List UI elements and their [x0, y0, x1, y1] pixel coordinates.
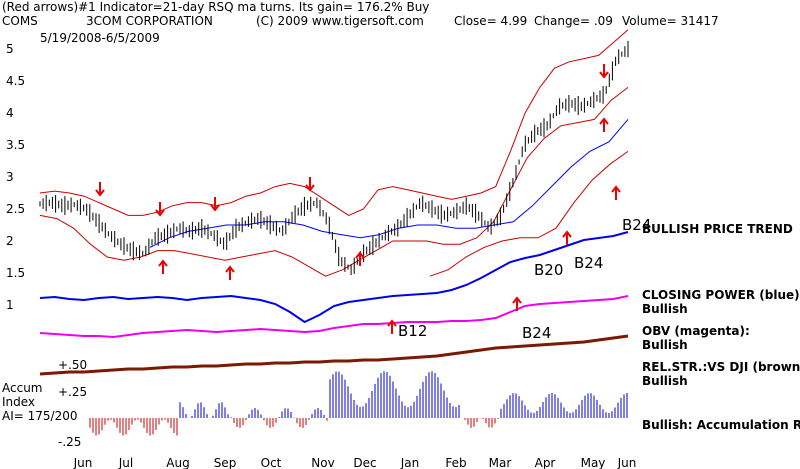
buy-arrow [512, 296, 522, 311]
accum-scale-plus: +.25 [58, 385, 88, 399]
x-tick-label: Aug [166, 456, 189, 469]
relstr-label: REL.STR.:VS DJI (brown): [642, 360, 800, 374]
accum-label-line2: Index [2, 395, 36, 409]
obv-status: Bullish [642, 338, 688, 352]
buy-arrow [599, 117, 609, 132]
moving-average-line [149, 119, 629, 248]
x-tick-label: Jan [400, 456, 420, 469]
marker-b12: B12 [398, 322, 428, 340]
ticker-symbol: COMS [2, 14, 38, 28]
closing-power-line [39, 231, 629, 324]
closing-power-status: Bullish [642, 302, 688, 316]
buy-arrow [562, 230, 572, 245]
y-tick-label: 4.5 [6, 74, 25, 88]
accum-status: Bullish: Accumulation Rising [642, 418, 800, 432]
buy-arrow [355, 251, 365, 266]
accum-ai: AI= 175/200 [2, 409, 78, 423]
accum-scale-minus: -.25 [58, 435, 82, 449]
y-tick-label: 2.5 [6, 202, 25, 216]
chart-header-line1: (Red arrows)#1 Indicator=21-day RSQ ma t… [2, 0, 430, 14]
x-tick-label: Jun [73, 456, 93, 469]
y-tick-label: 1.5 [6, 266, 25, 280]
volume-value: Volume= 31417 [622, 14, 719, 28]
bullish-price-trend-label: BULLISH PRICE TREND [642, 222, 793, 236]
marker-b24-obv: B24 [522, 324, 552, 342]
sell-arrow [305, 177, 315, 192]
x-tick-label: Jul [118, 456, 133, 469]
x-tick-label: Feb [445, 456, 466, 469]
change-value: Change= .09 [534, 14, 613, 28]
y-tick-label: 3.5 [6, 138, 25, 152]
buy-arrow [387, 319, 397, 334]
lower-ma-line [429, 150, 629, 277]
y-tick-label: 5 [6, 42, 14, 56]
date-range: 5/19/2008-6/5/2009 [40, 31, 160, 45]
x-tick-label: Mar [489, 456, 512, 469]
x-tick-label: Sep [214, 456, 237, 469]
buy-arrow [158, 259, 168, 274]
y-tick-label: 1 [6, 298, 14, 312]
marker-b24-price-a: B24 [574, 254, 604, 272]
marker-b20: B20 [534, 261, 564, 279]
x-tick-label: Dec [353, 456, 376, 469]
sell-arrow [95, 182, 105, 197]
relstr-line [39, 334, 629, 376]
obv-line [39, 295, 629, 339]
relstr-status: Bullish [642, 374, 688, 388]
lower-band-line [39, 87, 629, 277]
y-tick-label: 4 [6, 106, 14, 120]
close-value: Close= 4.99 [454, 14, 528, 28]
closing-power-label: CLOSING POWER (blue): [642, 288, 800, 302]
copyright: (C) 2009 www.tigersoft.com [256, 14, 424, 28]
sell-arrow [155, 202, 165, 217]
sell-arrow [599, 64, 609, 79]
y-tick-label: 2 [6, 234, 14, 248]
obv-label: OBV (magenta): [642, 324, 750, 338]
marker-b24-price-b: B24 [622, 216, 652, 234]
buy-arrow [225, 265, 235, 280]
x-tick-label: Apr [535, 456, 556, 469]
x-tick-label: Jun [617, 456, 637, 469]
x-tick-label: Oct [261, 456, 282, 469]
buy-arrow [611, 185, 621, 200]
y-tick-label: 3 [6, 170, 14, 184]
accum-label-line1: Accum [2, 381, 43, 395]
sell-arrow [210, 197, 220, 212]
upper-band-line [39, 29, 629, 216]
x-tick-label: May [581, 456, 606, 469]
company-name: 3COM CORPORATION [86, 14, 213, 28]
relstr-scale-label: +.50 [58, 358, 88, 372]
x-tick-label: Nov [311, 456, 334, 469]
